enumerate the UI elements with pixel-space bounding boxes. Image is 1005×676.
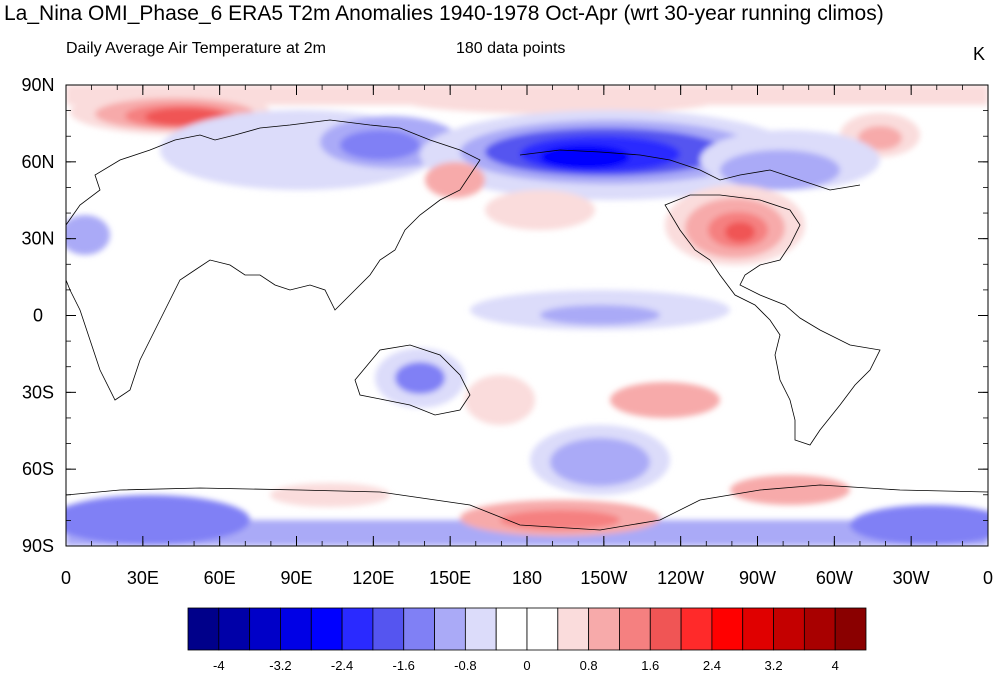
lon-label: 30W <box>893 568 930 588</box>
colorbar-label: 0 <box>523 658 530 673</box>
lon-label: 60E <box>204 568 236 588</box>
lon-label: 30E <box>127 568 159 588</box>
colorbar-swatch <box>834 607 867 651</box>
lon-label: 150E <box>429 568 471 588</box>
lon-label: 180 <box>512 568 542 588</box>
coastlines <box>66 119 988 531</box>
colorbar-swatch <box>187 607 220 651</box>
colorbar-swatch <box>372 607 405 651</box>
colorbar-swatch <box>249 607 281 651</box>
lon-label: 120E <box>352 568 394 588</box>
colorbar-swatch <box>464 607 497 651</box>
colorbar-swatch <box>711 607 744 651</box>
latitude-axis: 90N 60N 30N 0 30S 60S 90S <box>21 75 988 556</box>
colorbar-swatch <box>280 607 312 651</box>
lon-label: 90W <box>739 568 776 588</box>
colorbar-swatch <box>218 607 251 651</box>
colorbar-label: 2.4 <box>703 658 721 673</box>
colorbar-swatch <box>649 607 682 651</box>
lat-label: 30S <box>22 382 54 402</box>
lat-label: 90S <box>22 536 54 556</box>
colorbar-swatch <box>310 607 343 651</box>
plot-title: La_Nina OMI_Phase_6 ERA5 T2m Anomalies 1… <box>4 2 884 25</box>
anomaly-field <box>66 85 988 546</box>
lon-label: 0 <box>983 568 993 588</box>
data-points-subtitle: 180 data points <box>456 40 566 57</box>
lon-label: 60W <box>816 568 853 588</box>
lat-label: 30N <box>21 229 54 249</box>
colorbar-label: -4 <box>213 658 225 673</box>
lon-label: 120W <box>657 568 704 588</box>
colorbar-label: 3.2 <box>765 658 783 673</box>
units-label: K <box>973 44 986 64</box>
colorbar-swatch <box>773 607 805 651</box>
colorbar-swatch <box>557 607 590 651</box>
colorbar-swatch <box>495 607 528 651</box>
colorbar-swatch <box>803 607 836 651</box>
lat-label: 0 <box>33 306 43 326</box>
lat-label: 60N <box>21 152 54 172</box>
colorbar-swatch <box>619 607 651 651</box>
colorbar-label: -1.6 <box>393 658 415 673</box>
colorbar-swatch <box>434 607 466 651</box>
colorbar-label: -3.2 <box>269 658 291 673</box>
lat-label: 90N <box>21 75 54 95</box>
colorbar-swatch <box>680 607 713 651</box>
variable-subtitle: Daily Average Air Temperature at 2m <box>66 40 326 57</box>
colorbar: -4 -3.2 -2.4 -1.6 -0.8 0 0.8 1.6 2.4 3.2 4 <box>187 607 867 673</box>
colorbar-swatch <box>588 607 620 651</box>
colorbar-swatch <box>526 607 559 651</box>
longitude-axis: 0 30E 60E 90E 120E 150E 180 150W 120W 90W 60W 30W 0 <box>61 85 993 588</box>
lon-label: 150W <box>580 568 627 588</box>
colorbar-label: 1.6 <box>641 658 659 673</box>
lon-label: 0 <box>61 568 71 588</box>
colorbar-swatch <box>403 607 435 651</box>
lat-label: 60S <box>22 459 54 479</box>
colorbar-label: 0.8 <box>580 658 598 673</box>
colorbar-label: -0.8 <box>454 658 476 673</box>
colorbar-label: 4 <box>832 658 839 673</box>
colorbar-swatch <box>742 607 774 651</box>
colorbar-label: -2.4 <box>331 658 353 673</box>
colorbar-swatch <box>341 607 374 651</box>
lon-label: 90E <box>280 568 312 588</box>
